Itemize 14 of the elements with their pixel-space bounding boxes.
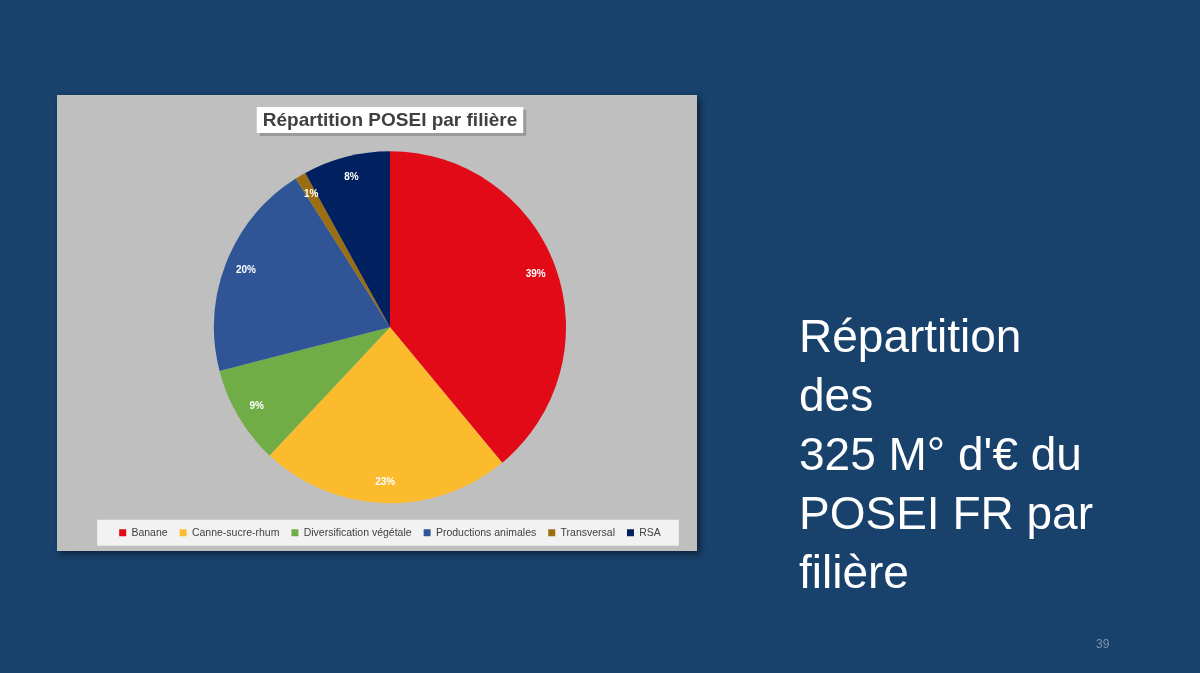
legend-label: Productions animales: [435, 525, 537, 538]
legend-label: Canne-sucre-rhum: [191, 525, 280, 538]
chart-title: Répartition POSEI par filière: [262, 108, 518, 130]
text: Répartition des 325 M° d'€ du POSEI FR par filière: [799, 309, 1094, 600]
legend-label: Diversification végétale: [303, 525, 412, 538]
data-label: 20%: [235, 263, 257, 275]
legend-label: Banane: [131, 525, 168, 538]
text: 39: [1096, 637, 1110, 651]
data-label: 23%: [375, 475, 396, 487]
data-label: 39%: [525, 268, 546, 280]
legend-label: RSA: [639, 525, 661, 538]
data-label: 8%: [344, 170, 359, 182]
data-label: 9%: [249, 399, 265, 411]
legend-label: Transversal: [560, 525, 615, 538]
